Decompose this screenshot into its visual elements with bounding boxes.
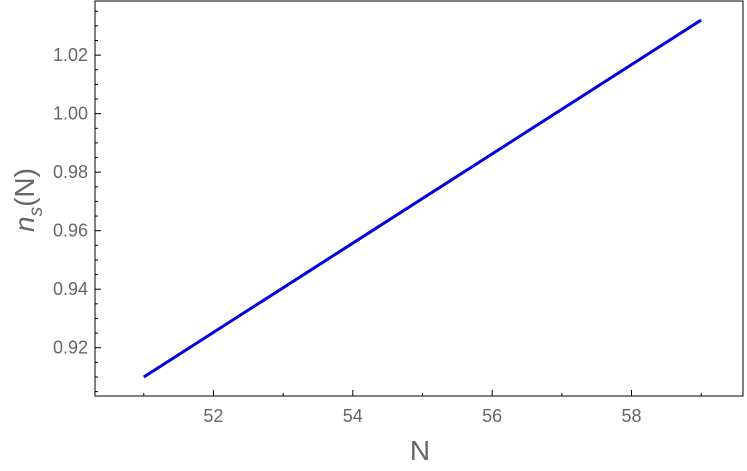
x-tick-label: 56	[482, 406, 502, 426]
series-line	[142, 18, 703, 379]
y-axis-label-main: n	[9, 216, 40, 232]
y-axis-label-suffix: (N)	[9, 168, 40, 207]
y-axis-label: ns(N)	[9, 168, 47, 232]
x-tick-label: 58	[622, 406, 642, 426]
y-tick-label: 1.00	[53, 104, 88, 124]
x-tick-label: 54	[343, 406, 363, 426]
y-tick-label: 0.92	[53, 338, 88, 358]
y-tick-label: 0.96	[53, 221, 88, 241]
y-tick-label: 1.02	[53, 45, 88, 65]
plot-frame	[94, 0, 744, 397]
series-group	[142, 18, 703, 379]
y-axis-ticks: 0.92 0.94 0.96 0.98 1.00 1.02	[53, 10, 101, 393]
y-axis-label-subscript: s	[26, 206, 47, 216]
x-axis-ticks: 52 54 56 58	[143, 390, 702, 426]
x-axis-label: N	[410, 435, 430, 466]
y-tick-label: 0.94	[53, 279, 88, 299]
x-tick-label: 52	[203, 406, 223, 426]
y-tick-label: 0.98	[53, 162, 88, 182]
